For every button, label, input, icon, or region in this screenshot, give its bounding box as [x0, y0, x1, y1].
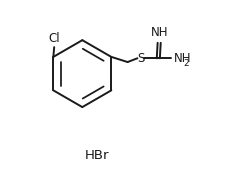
- Text: Cl: Cl: [48, 32, 60, 45]
- Text: S: S: [137, 52, 144, 65]
- Text: NH: NH: [174, 52, 192, 65]
- Text: HBr: HBr: [85, 149, 109, 162]
- Text: NH: NH: [151, 26, 168, 39]
- Text: 2: 2: [184, 59, 189, 68]
